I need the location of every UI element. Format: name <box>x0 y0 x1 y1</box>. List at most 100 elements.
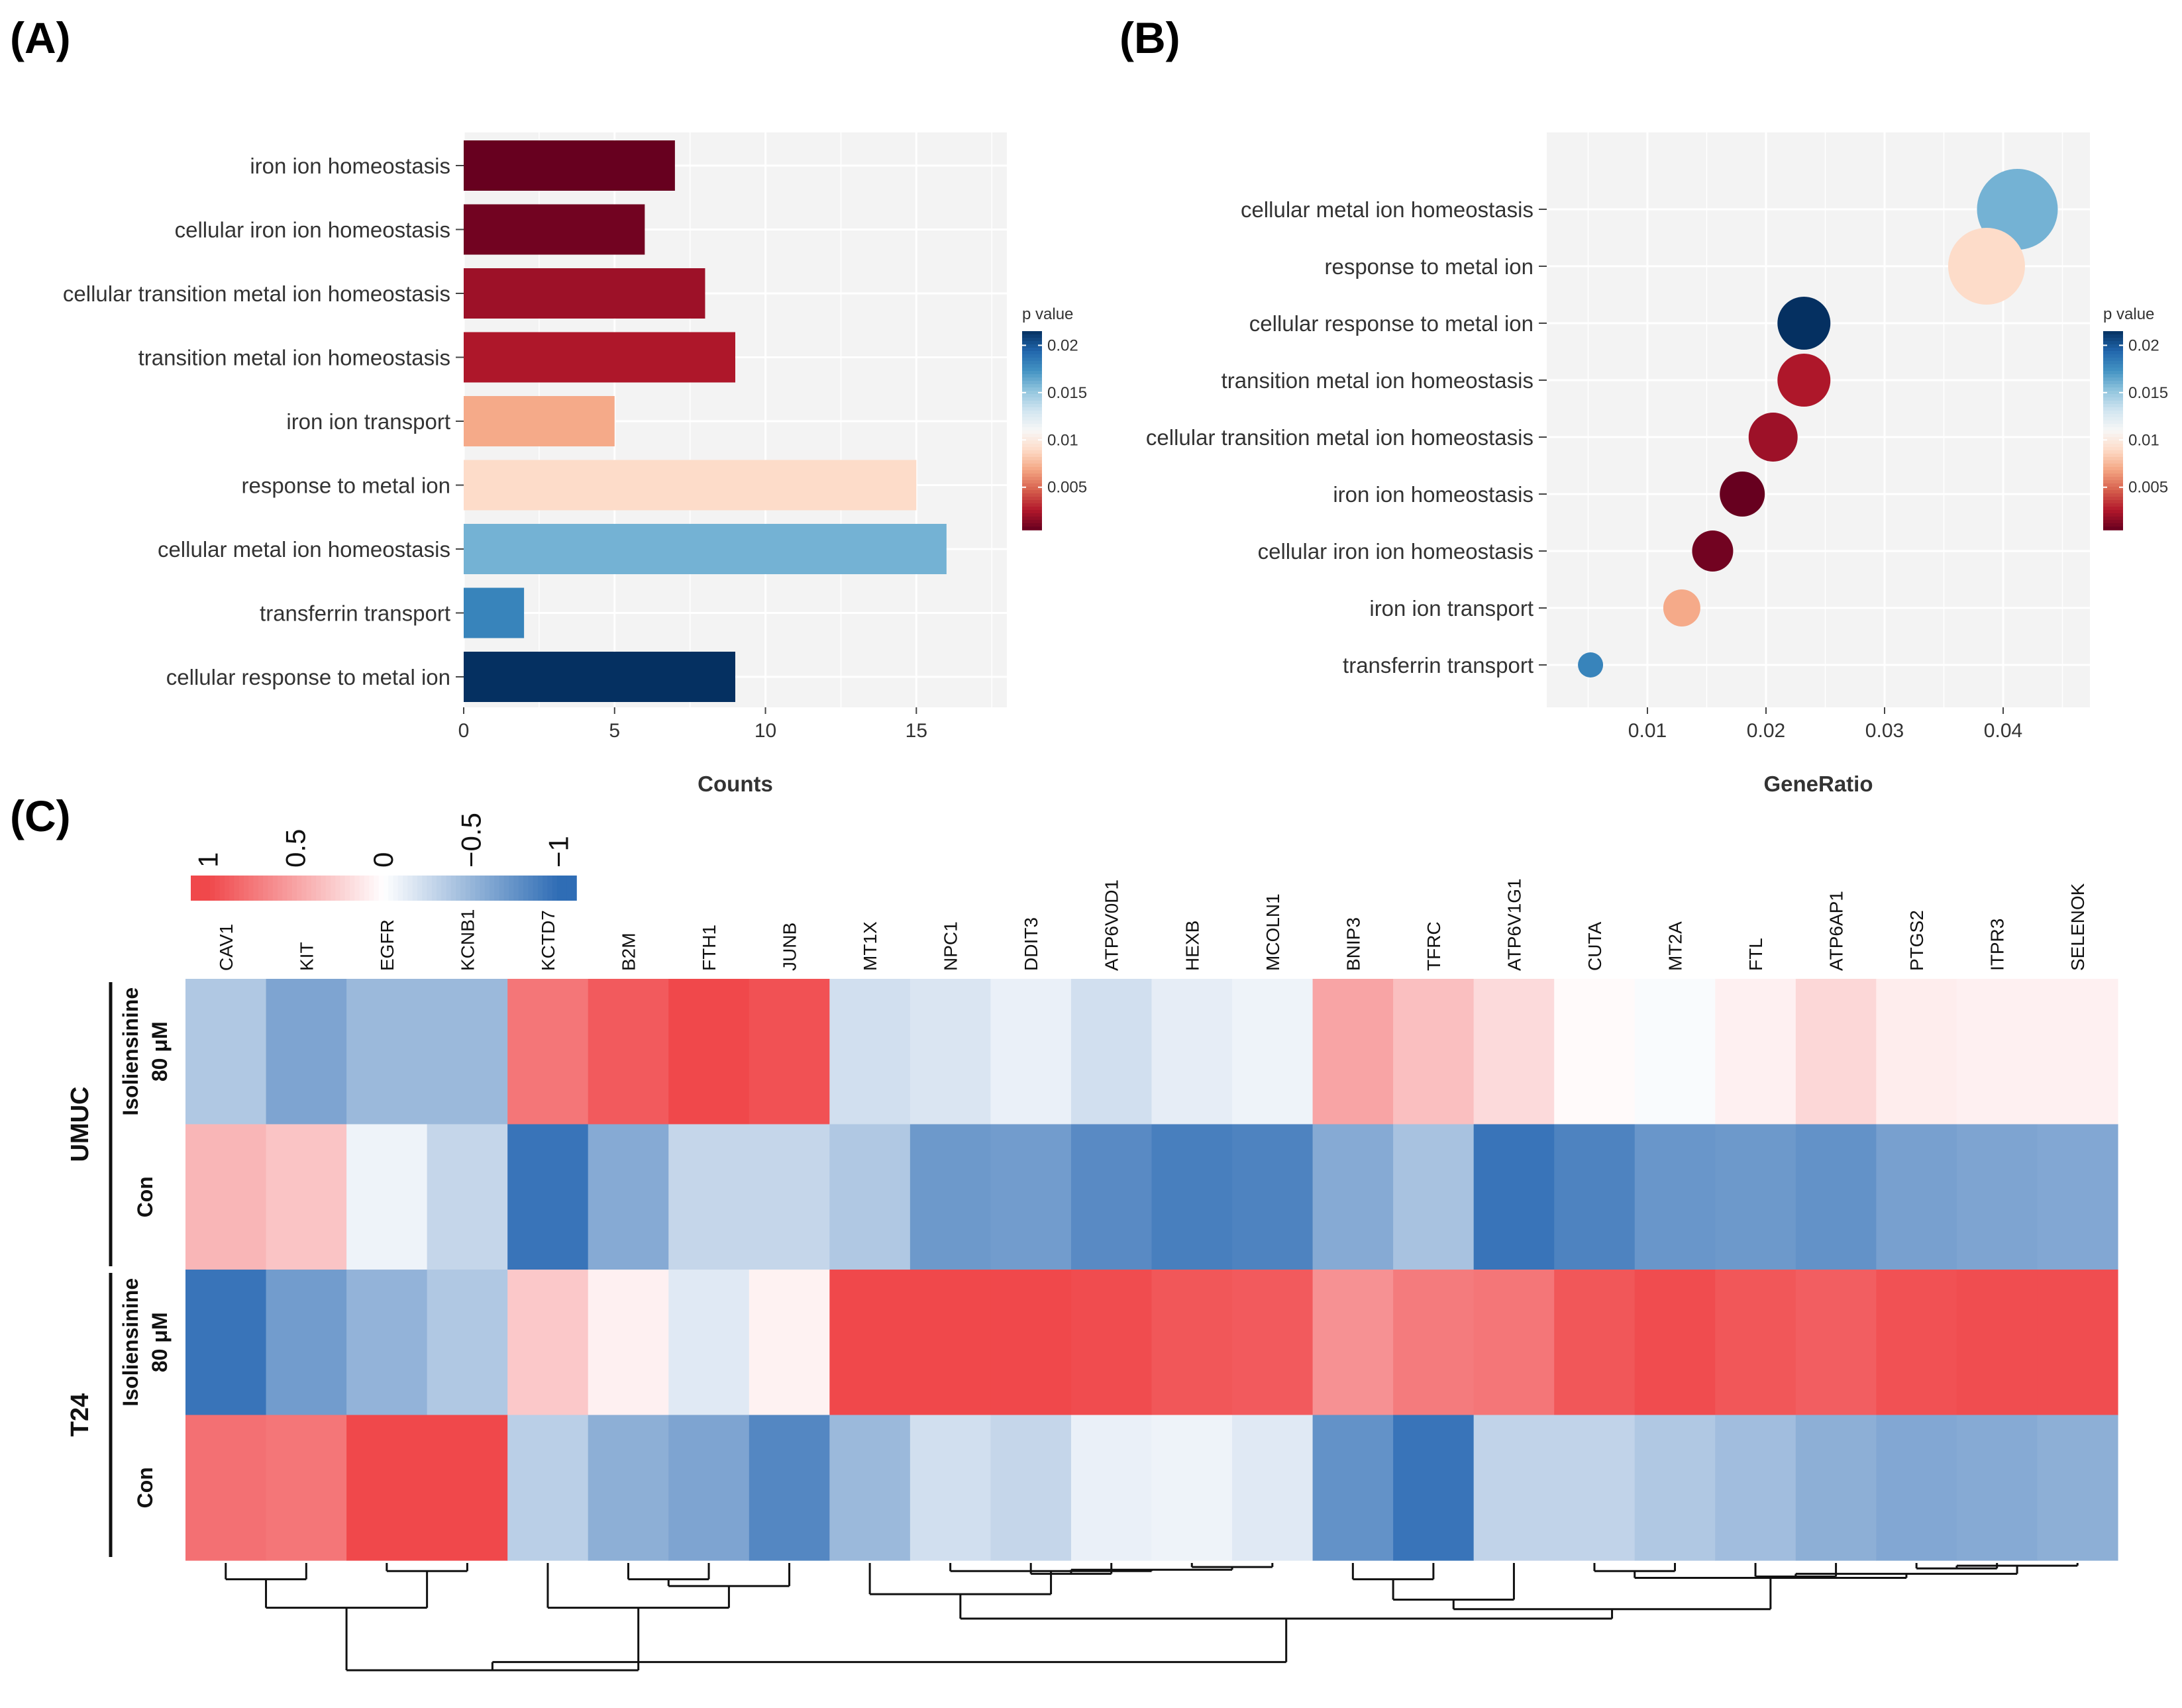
heatmap-cell <box>1393 979 1475 1125</box>
pvalue-legend-tick-label: 0.02 <box>1047 336 1078 354</box>
panel-b-dot <box>1777 297 1831 350</box>
heatmap-cell <box>1393 1415 1475 1561</box>
heatmap-cell <box>829 1415 911 1561</box>
pvalue-legend-swatch <box>2103 358 2123 362</box>
heatmap-legend-swatch <box>533 876 539 901</box>
pvalue-legend-swatch <box>1022 434 1042 438</box>
panel-a-category-label: cellular response to metal ion <box>166 665 450 689</box>
heatmap-legend-swatch <box>513 876 519 901</box>
heatmap-cell <box>990 1415 1072 1561</box>
pvalue-legend-swatch <box>2103 487 2123 491</box>
heatmap-cell <box>1473 1124 1555 1270</box>
pvalue-legend-tick-label: 0.01 <box>2128 431 2159 449</box>
panel-a-category-label: iron ion homeostasis <box>250 154 450 178</box>
heatmap-cell <box>266 1270 347 1416</box>
pvalue-legend-swatch <box>2103 460 2123 464</box>
heatmap-group-label: T24 <box>66 1393 94 1436</box>
panel-a-bar <box>464 460 917 511</box>
heatmap-legend-swatch <box>325 876 331 901</box>
panel-a-x-tick-label: 0 <box>458 720 470 742</box>
pvalue-legend-swatch <box>1022 358 1042 362</box>
panel-a-category-label: iron ion transport <box>286 409 450 434</box>
heatmap-legend-swatch <box>205 876 211 901</box>
pvalue-legend-swatch <box>2103 440 2123 444</box>
heatmap-legend-swatch <box>344 876 350 901</box>
heatmap-cell <box>668 1270 750 1416</box>
pvalue-legend-swatch <box>1022 374 1042 378</box>
pvalue-legend-swatch <box>2103 397 2123 401</box>
panel-b-x-axis-ticks: 0.01 0.02 0.03 0.04 <box>1628 707 2022 742</box>
heatmap-column-label: FTL <box>1745 938 1766 971</box>
panel-b-dot <box>1692 530 1734 572</box>
heatmap-cell <box>668 1124 750 1270</box>
pvalue-legend-swatch <box>2103 414 2123 418</box>
heatmap-cell <box>749 1270 830 1416</box>
heatmap-cell <box>909 1270 992 1416</box>
heatmap-cell <box>1956 1415 2038 1561</box>
pvalue-legend-swatch <box>1022 391 1042 395</box>
heatmap-column-label: ATP6AP1 <box>1826 891 1847 971</box>
panel-b-pvalue-legend: p value 0.02 0.015 0.01 0.005 <box>2103 305 2168 530</box>
heatmap-legend-swatch <box>509 876 515 901</box>
panel-a-category-labels: iron ion homeostasis cellular iron ion ho… <box>63 154 464 689</box>
pvalue-legend-swatch <box>1022 394 1042 398</box>
pvalue-legend-swatch <box>2103 361 2123 365</box>
heatmap-cell <box>1151 1124 1233 1270</box>
heatmap-cell <box>427 1415 508 1561</box>
heatmap-column-label: BNIP3 <box>1343 917 1363 971</box>
heatmap-cell <box>1070 1124 1153 1270</box>
pvalue-legend-swatch <box>1022 437 1042 441</box>
pvalue-legend-swatch <box>1022 361 1042 365</box>
heatmap-row-label: 80 μM <box>148 1021 172 1081</box>
panel-b-category-label: transition metal ion homeostasis <box>1221 368 1533 393</box>
pvalue-legend-tick-label: 0.005 <box>2128 479 2168 497</box>
panel-a-bar-chart: iron ion homeostasis cellular iron ion ho… <box>63 132 1087 796</box>
heatmap-column-label: SELENOK <box>2067 883 2088 971</box>
pvalue-legend-swatch <box>2103 470 2123 474</box>
pvalue-legend-swatch <box>2103 384 2123 388</box>
heatmap-cell <box>346 1124 428 1270</box>
panel-b-category-label: transferrin transport <box>1343 653 1533 678</box>
heatmap-legend-swatch <box>277 876 284 901</box>
pvalue-legend-swatch <box>2103 374 2123 378</box>
heatmap-cell <box>1232 979 1314 1125</box>
heatmap-legend-swatch <box>470 876 476 901</box>
heatmap-legend-swatch <box>330 876 337 901</box>
pvalue-legend-swatch <box>2103 527 2123 530</box>
heatmap-legend-swatch <box>427 876 433 901</box>
panel-label-c: (C) <box>10 791 71 840</box>
heatmap-column-label: FTH1 <box>699 925 719 971</box>
panel-a-category-label: cellular transition metal ion homeostasi… <box>63 281 450 306</box>
panel-b-x-tick-label: 0.04 <box>1984 720 2022 742</box>
heatmap-row-label: 80 μM <box>148 1312 172 1372</box>
pvalue-legend-tick-label: 0.015 <box>2128 384 2168 402</box>
panel-b-category-label: cellular response to metal ion <box>1249 311 1533 336</box>
panel-a-x-tick-label: 15 <box>906 720 927 742</box>
pvalue-legend-swatch <box>1022 368 1042 372</box>
pvalue-legend-swatch <box>1022 427 1042 431</box>
heatmap-legend-swatch <box>244 876 250 901</box>
pvalue-legend-swatch <box>1022 527 1042 530</box>
panel-b-dot <box>1578 652 1604 678</box>
heatmap-legend-swatch <box>287 876 293 901</box>
heatmap-legend-tick-label: −0.5 <box>455 813 486 868</box>
heatmap-legend-swatch <box>248 876 254 901</box>
heatmap-legend-swatch <box>306 876 312 901</box>
pvalue-legend-swatch <box>1022 334 1042 338</box>
heatmap-cell <box>185 1124 267 1270</box>
heatmap-legend-swatch <box>364 876 370 901</box>
heatmap-cell <box>1876 979 1957 1125</box>
heatmap-legend-swatch <box>456 876 462 901</box>
pvalue-legend-swatch <box>2103 401 2123 405</box>
heatmap-cell <box>185 979 267 1125</box>
pvalue-legend-swatch <box>2103 434 2123 438</box>
pvalue-legend-swatch <box>2103 507 2123 511</box>
heatmap-legend-swatch <box>219 876 225 901</box>
heatmap-legend-swatch <box>369 876 375 901</box>
heatmap-column-label: ITPR3 <box>1987 919 2008 971</box>
heatmap-cell <box>1554 979 1636 1125</box>
panel-b-dot <box>1663 589 1700 627</box>
pvalue-legend-swatch <box>1022 517 1042 521</box>
heatmap-legend-swatch <box>543 876 548 901</box>
heatmap-legend-swatch <box>499 876 505 901</box>
